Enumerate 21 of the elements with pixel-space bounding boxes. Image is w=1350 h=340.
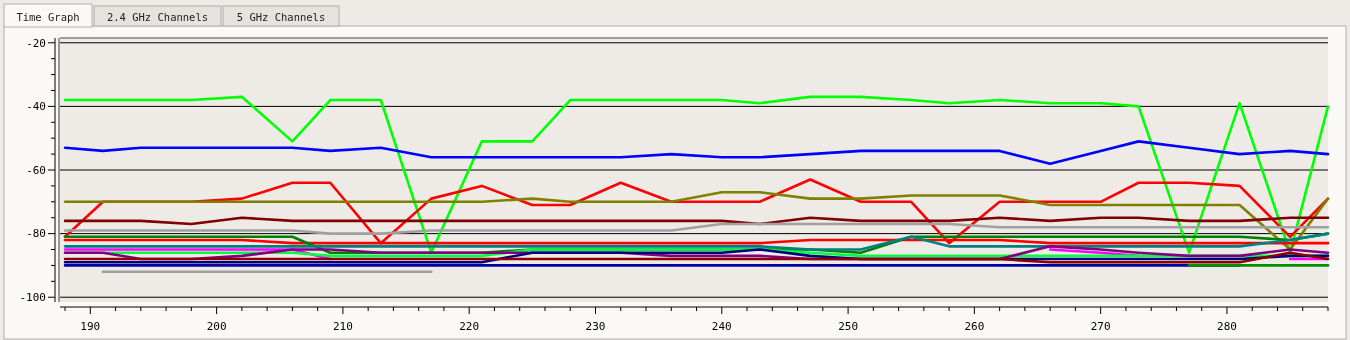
y-tick-label: -100 (19, 291, 46, 305)
x-tick-label: 210 (332, 319, 353, 333)
y-tick-label: -60 (26, 163, 46, 177)
text: 5 GHz Channels (236, 11, 326, 23)
line-series (63, 95, 1330, 254)
x-tick-label: 190 (80, 319, 101, 333)
x-tick-label: 260 (964, 319, 985, 333)
y-tick-label: -80 (26, 227, 46, 241)
x-tick-label: 250 (838, 319, 859, 333)
x-tick-label: 200 (206, 319, 227, 333)
y-tick-label: -20 (26, 36, 46, 50)
x-tick-label: 220 (459, 319, 480, 333)
y-tick-label: -40 (26, 100, 46, 114)
x-tick-label: 280 (1217, 319, 1237, 333)
x-tick-label: 230 (585, 319, 606, 333)
x-tick-label: 240 (711, 319, 732, 333)
line-series (63, 140, 1330, 165)
line-series (63, 222, 1330, 235)
x-tick-label: 270 (1090, 319, 1111, 333)
text: Time Graph (16, 11, 80, 23)
text: 2.4 GHz Channels (106, 11, 209, 23)
